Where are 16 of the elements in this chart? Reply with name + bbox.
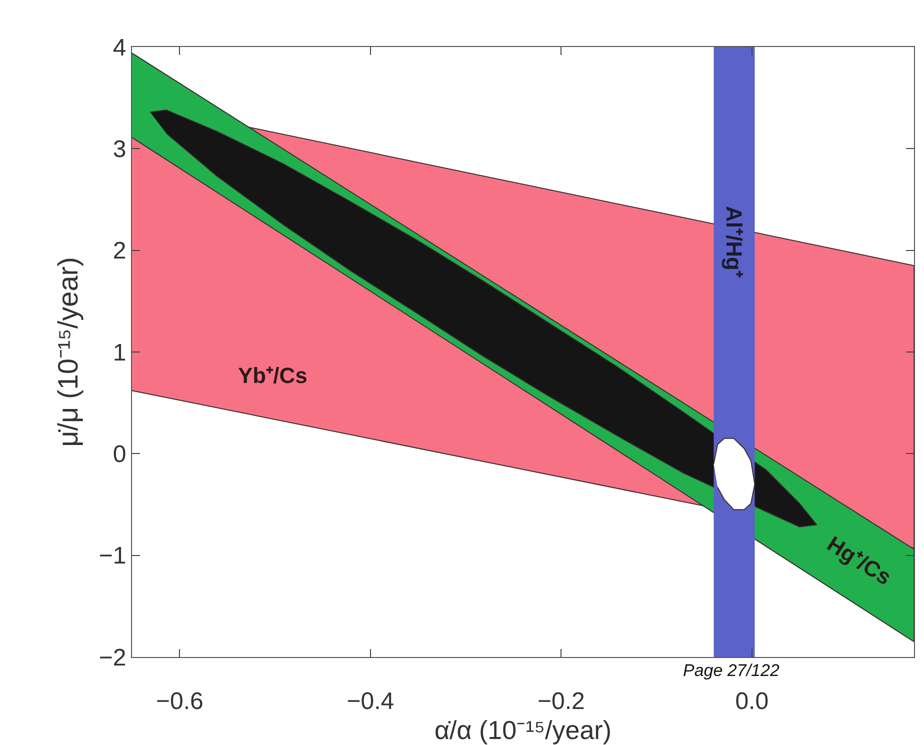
y-tick-label: −1 bbox=[98, 542, 126, 570]
y-tick-label: 0 bbox=[112, 441, 126, 468]
y-tick-label: 3 bbox=[112, 136, 126, 164]
band-label: Al⁺/Hg⁺ bbox=[721, 206, 746, 278]
y-axis-title: μ̇/μ (10⁻¹⁵/year) bbox=[52, 257, 84, 447]
y-tick-label: 2 bbox=[112, 238, 126, 265]
series-label: Yb⁺/Cs bbox=[238, 363, 308, 388]
y-tick-label: 4 bbox=[112, 34, 126, 62]
text: Page 27/122 bbox=[683, 661, 780, 680]
x-tick-label: −0.2 bbox=[537, 688, 585, 715]
x-tick-label: −0.6 bbox=[156, 688, 204, 715]
x-tick-label: −0.4 bbox=[346, 688, 394, 715]
y-tick-label: 1 bbox=[112, 339, 126, 366]
x-tick-label: 0.0 bbox=[735, 688, 769, 715]
y-tick-label: −2 bbox=[98, 644, 126, 672]
x-axis-title: α̇/α (10⁻¹⁵/year) bbox=[434, 715, 612, 745]
